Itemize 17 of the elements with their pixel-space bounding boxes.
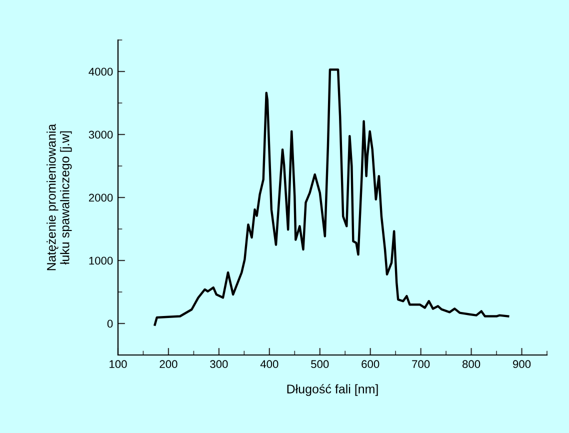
y-tick-label: 4000 [88,68,113,76]
x-tick-label: 300 [210,360,228,368]
x-tick-label: 400 [260,360,278,368]
y-axis-title: Natężenie promieniowania łuku spawalniczego [j.w] [46,124,72,270]
y-tick-label: 0 [107,320,113,328]
x-tick-label: 100 [110,360,127,368]
x-tick-label: 500 [311,360,329,368]
x-tick-label: 600 [362,360,380,368]
x-tick-label: 700 [412,360,430,368]
x-axis-title: Długość fali [nm] [287,384,378,396]
y-tick-label: 1000 [89,256,113,265]
x-tick-label: 200 [160,360,178,368]
y-tick-label: 3000 [88,130,113,139]
x-tick-label: 900 [513,360,531,368]
x-tick-label: 800 [462,360,480,368]
line-series [154,68,510,326]
y-tick-label: 2000 [88,194,113,202]
